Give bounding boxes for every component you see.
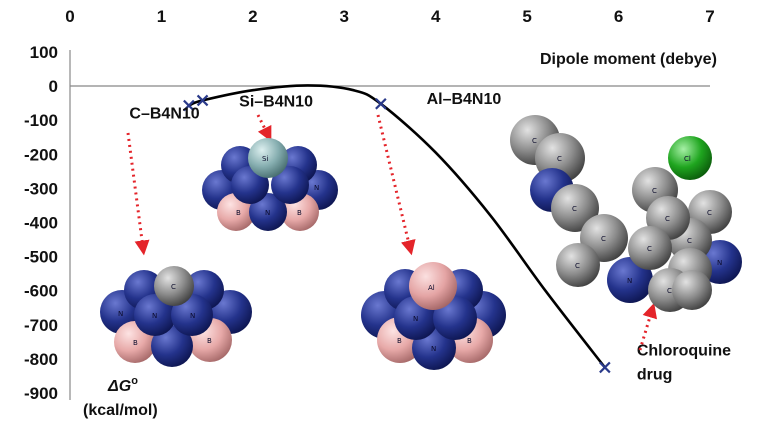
data-point-marker — [196, 94, 209, 107]
data-point-marker — [375, 98, 387, 110]
svg-text:B: B — [297, 209, 302, 217]
x-tick-label: 3 — [340, 7, 349, 26]
svg-text:C: C — [667, 287, 672, 295]
svg-text:B: B — [467, 337, 472, 345]
svg-text:B: B — [397, 337, 402, 345]
svg-text:C: C — [557, 155, 562, 163]
arrow-chloroquine — [638, 302, 658, 351]
svg-text:C: C — [687, 237, 692, 245]
arrow-si-b4n10 — [256, 114, 272, 142]
x-tick-label: 7 — [705, 7, 714, 26]
y-tick-label: -900 — [24, 384, 58, 403]
annotation-label: Al–B4N10 — [427, 91, 502, 108]
svg-text:C: C — [665, 215, 670, 223]
svg-text:C: C — [707, 209, 712, 217]
svg-text:B: B — [207, 337, 212, 345]
al-b4n10-molecule: Al B B N N — [361, 262, 506, 370]
svg-text:N: N — [265, 209, 270, 217]
svg-text:C: C — [652, 187, 657, 195]
y-tick-label: -700 — [24, 316, 58, 335]
svg-text:N: N — [118, 310, 123, 318]
svg-text:N: N — [314, 184, 319, 192]
svg-text:ΔGo: ΔGo — [107, 375, 138, 395]
series-markers — [183, 94, 611, 374]
y-axis-superscript: o — [131, 375, 138, 387]
arrow-al-b4n10 — [376, 114, 416, 256]
x-tick-label: 0 — [65, 7, 74, 26]
x-tick-labels: 0 1 2 3 4 5 6 7 — [65, 7, 714, 26]
svg-text:C: C — [601, 235, 606, 243]
svg-text:C: C — [575, 262, 580, 270]
annotation-label: drug — [637, 366, 673, 383]
y-tick-label: 0 — [49, 77, 58, 96]
svg-text:Cl: Cl — [684, 155, 691, 163]
y-axis-unit: (kcal/mol) — [83, 402, 158, 419]
annotation-label: Si–B4N10 — [239, 94, 313, 111]
svg-text:N: N — [190, 312, 195, 320]
svg-text:B: B — [133, 339, 138, 347]
y-tick-label: -100 — [24, 111, 58, 130]
data-point-marker — [599, 361, 611, 374]
y-axis-symbol: ΔG — [107, 378, 131, 395]
svg-text:B: B — [236, 209, 241, 217]
c-b4n10-molecule: C B B N N N — [100, 266, 252, 367]
chloroquine-molecule: Cl C C C C C N N C C C C C C — [510, 115, 742, 312]
svg-text:N: N — [413, 315, 418, 323]
y-tick-label: -500 — [24, 248, 58, 267]
x-tick-label: 2 — [248, 7, 257, 26]
x-tick-label: 6 — [614, 7, 623, 26]
x-axis-title: Dipole moment (debye) — [540, 51, 717, 68]
y-tick-label: -800 — [24, 350, 58, 369]
annotation-label: Chloroquine — [637, 342, 731, 359]
y-tick-label: -400 — [24, 214, 58, 233]
arrow-c-b4n10 — [126, 132, 150, 256]
svg-text:C: C — [532, 137, 537, 145]
svg-text:N: N — [152, 312, 157, 320]
svg-text:N: N — [627, 277, 632, 285]
x-tick-label: 5 — [522, 7, 531, 26]
y-tick-label: -300 — [24, 179, 58, 198]
x-tick-label: 4 — [431, 7, 441, 26]
svg-text:Al: Al — [428, 284, 435, 292]
y-tick-label: 100 — [30, 43, 58, 62]
annotation-label: C–B4N10 — [129, 105, 199, 122]
y-tick-label: -200 — [24, 145, 58, 164]
svg-text:Si: Si — [262, 155, 268, 163]
annotation-arrows — [126, 114, 658, 351]
svg-text:C: C — [572, 205, 577, 213]
y-tick-labels: 100 0 -100 -200 -300 -400 -500 -600 -700 -800 -900 — [24, 43, 58, 403]
annotations: C–B4N10 Si–B4N10 Al–B4N10 Chloroquine drug — [129, 91, 731, 384]
x-tick-label: 1 — [157, 7, 166, 26]
svg-text:N: N — [717, 259, 722, 267]
data-point-marker — [183, 99, 195, 112]
svg-text:C: C — [171, 283, 176, 291]
y-tick-label: -600 — [24, 282, 58, 301]
svg-text:C: C — [647, 245, 652, 253]
axes: 0 1 2 3 4 5 6 7 100 0 -100 -200 -300 -400 -500 -600 -70… — [24, 7, 715, 403]
svg-text:N: N — [431, 345, 436, 353]
y-axis-title: ΔGo (kcal/mol) — [83, 375, 158, 419]
si-b4n10-molecule: Si B B N N — [202, 138, 338, 231]
